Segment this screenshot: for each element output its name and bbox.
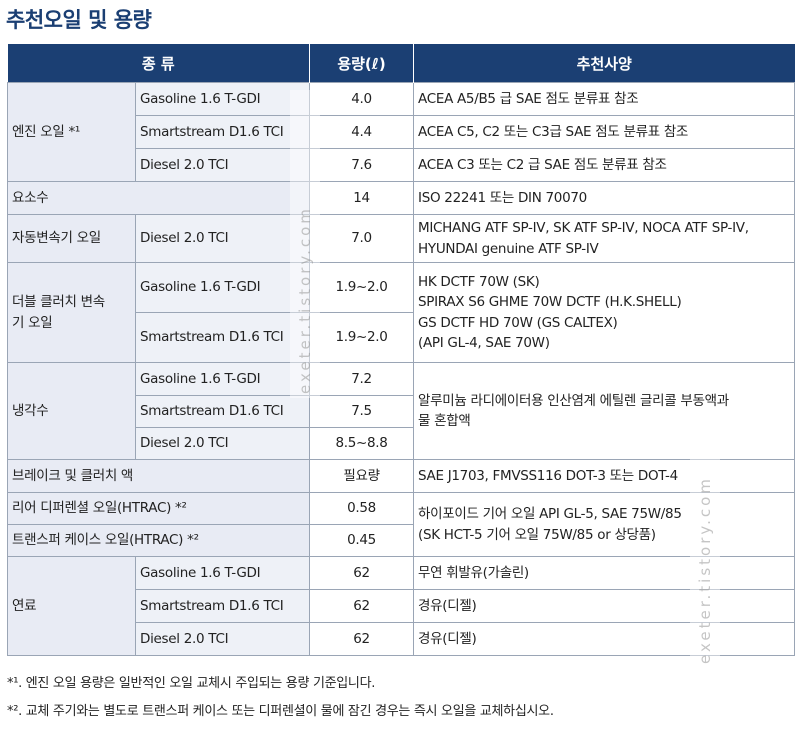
- spec-cell: SAE J1703, FMVSS116 DOT-3 또는 DOT-4: [413, 459, 796, 493]
- footnote-1: *¹. 엔진 오일 용량은 일반적인 오일 교체시 주입되는 용량 기준입니다.: [7, 676, 376, 691]
- recommended-oil-table: 종 류 용량(ℓ) 추천사양 엔진 오일 *¹ Gasoline 1.6 T-G…: [6, 44, 796, 656]
- spec-cell: ISO 22241 또는 DIN 70070: [413, 181, 796, 215]
- variant-cell: Diesel 2.0 TCI: [134, 148, 311, 182]
- spec-line: SPIRAX S6 GHME 70W DCTF (H.K.SHELL): [418, 294, 682, 311]
- spec-cell: 하이포이드 기어 오일 API GL-5, SAE 75W/85 (SK HCT…: [413, 492, 796, 557]
- capacity-cell: 7.0: [309, 214, 415, 263]
- variant-cell: Gasoline 1.6 T-GDI: [134, 262, 311, 313]
- table-header-row: 종 류 용량(ℓ) 추천사양: [7, 44, 795, 83]
- variant-cell: Smartstream D1.6 TCI: [134, 312, 311, 363]
- capacity-cell: 0.58: [309, 492, 415, 525]
- variant-cell: Diesel 2.0 TCI: [134, 427, 311, 460]
- table-row: Diesel 2.0 TCI 8.5~8.8: [8, 427, 795, 460]
- table-row: Diesel 2.0 TCI 62 경유(디젤): [8, 622, 796, 656]
- category-fuel: 연료: [7, 556, 136, 656]
- spec-cell: 경유(디젤): [413, 622, 796, 656]
- category-coolant: 냉각수: [7, 362, 136, 460]
- table-row: 더블 클러치 변속 기 오일 Gasoline 1.6 T-GDI 1.9~2.…: [7, 262, 796, 363]
- capacity-cell: 62: [309, 556, 415, 590]
- spec-line: (API GL-4, SAE 70W): [418, 334, 550, 351]
- variant-cell: Gasoline 1.6 T-GDI: [134, 556, 311, 590]
- page-title: 추천오일 및 용량: [6, 8, 152, 32]
- variant-cell: Diesel 2.0 TCI: [134, 622, 311, 656]
- spec-cell: 경유(디젤): [413, 589, 796, 623]
- spec-cell: 알루미늄 라디에이터용 인산염계 에틸렌 글리콜 부동액과 물 혼합액: [413, 362, 796, 460]
- category-dct-oil: 더블 클러치 변속 기 오일: [7, 262, 136, 363]
- spec-cell: HK DCTF 70W (SK) SPIRAX S6 GHME 70W DCTF…: [413, 262, 796, 363]
- table-row: 요소수 14 ISO 22241 또는 DIN 70070: [6, 181, 796, 215]
- spec-cell: ACEA C3 또는 C2 급 SAE 점도 분류표 참조: [413, 148, 796, 182]
- capacity-cell: 4.0: [309, 82, 415, 116]
- footnote-2: *². 교체 주기와는 별도로 트랜스퍼 케이스 또는 디퍼렌셜이 물에 잠긴 …: [7, 704, 554, 719]
- capacity-cell: 필요량: [309, 459, 415, 493]
- variant-cell: Diesel 2.0 TCI: [134, 214, 311, 263]
- capacity-cell: 8.5~8.8: [309, 427, 415, 460]
- spec-cell: MICHANG ATF SP-IV, SK ATF SP-IV, NOCA AT…: [413, 214, 796, 263]
- capacity-cell: 4.4: [309, 115, 415, 149]
- category-line: 기 오일: [12, 314, 53, 331]
- variant-cell: Smartstream D1.6 TCI: [134, 115, 311, 149]
- spec-line: 하이포이드 기어 오일 API GL-5, SAE 75W/85: [418, 506, 682, 523]
- category-urea: 요소수: [6, 181, 311, 215]
- spec-line: MICHANG ATF SP-IV, SK ATF SP-IV, NOCA AT…: [418, 220, 749, 237]
- spec-cell: ACEA C5, C2 또는 C3급 SAE 점도 분류표 참조: [413, 115, 796, 149]
- table-row: 자동변속기 오일 Diesel 2.0 TCI 7.0 MICHANG ATF …: [7, 214, 796, 263]
- category-rear-diff: 리어 디퍼렌셜 오일(HTRAC) *²: [6, 492, 311, 525]
- category-brake-fluid: 브레이크 및 클러치 액: [6, 459, 311, 493]
- table-row: Diesel 2.0 TCI 7.6 ACEA C3 또는 C2 급 SAE 점…: [8, 148, 796, 182]
- table-row: 연료 Gasoline 1.6 T-GDI 62 무연 휘발유(가솔린): [7, 556, 796, 656]
- category-transfer-case: 트랜스퍼 케이스 오일(HTRAC) *²: [6, 524, 311, 557]
- watermark: exeter.tistory.com: [690, 410, 720, 668]
- capacity-cell: 62: [309, 589, 415, 623]
- table-row: 트랜스퍼 케이스 오일(HTRAC) *² 0.45: [6, 524, 795, 557]
- table-row: 냉각수 Gasoline 1.6 T-GDI 7.2 알루미늄 라디에이터용 인…: [7, 362, 796, 460]
- capacity-cell: 1.9~2.0: [309, 312, 415, 363]
- header-spec: 추천사양: [413, 44, 795, 83]
- spec-line: (SK HCT-5 기어 오일 75W/85 or 상당품): [418, 526, 656, 543]
- table-row: Smartstream D1.6 TCI 1.9~2.0: [8, 312, 795, 363]
- variant-cell: Smartstream D1.6 TCI: [134, 395, 311, 428]
- spec-line: 알루미늄 라디에이터용 인산염계 에틸렌 글리콜 부동액과: [418, 392, 729, 409]
- capacity-cell: 0.45: [309, 524, 415, 557]
- table-row: 리어 디퍼렌셜 오일(HTRAC) *² 0.58 하이포이드 기어 오일 AP…: [6, 492, 796, 557]
- capacity-cell: 7.2: [309, 362, 415, 396]
- spec-cell: ACEA A5/B5 급 SAE 점도 분류표 참조: [413, 82, 796, 116]
- category-auto-transmission: 자동변속기 오일: [7, 214, 136, 263]
- header-type: 종 류: [7, 44, 311, 83]
- spec-line: 물 혼합액: [418, 413, 471, 429]
- header-capacity: 용량(ℓ): [309, 44, 415, 83]
- category-engine-oil: 엔진 오일 *¹: [7, 82, 136, 182]
- spec-line: HK DCTF 70W (SK): [418, 274, 540, 290]
- category-line: 더블 클러치 변속: [12, 294, 105, 311]
- table-row: 브레이크 및 클러치 액 필요량 SAE J1703, FMVSS116 DOT…: [6, 459, 796, 493]
- variant-cell: Smartstream D1.6 TCI: [134, 589, 311, 623]
- variant-cell: Gasoline 1.6 T-GDI: [134, 362, 311, 396]
- capacity-cell: 1.9~2.0: [309, 262, 415, 313]
- capacity-cell: 7.5: [309, 395, 415, 428]
- spec-cell: 무연 휘발유(가솔린): [413, 556, 796, 590]
- table-row: Smartstream D1.6 TCI 4.4 ACEA C5, C2 또는 …: [8, 115, 796, 149]
- watermark: exeter.tistory.com: [290, 90, 320, 398]
- variant-cell: Gasoline 1.6 T-GDI: [134, 82, 311, 116]
- spec-line: HYUNDAI genuine ATF SP-IV: [418, 240, 599, 257]
- capacity-cell: 14: [309, 181, 415, 215]
- capacity-cell: 7.6: [309, 148, 415, 182]
- table-row: 엔진 오일 *¹ Gasoline 1.6 T-GDI 4.0 ACEA A5/…: [7, 82, 796, 182]
- spec-line: GS DCTF HD 70W (GS CALTEX): [418, 314, 618, 331]
- table-row: Smartstream D1.6 TCI 7.5: [8, 395, 795, 428]
- capacity-cell: 62: [309, 622, 415, 656]
